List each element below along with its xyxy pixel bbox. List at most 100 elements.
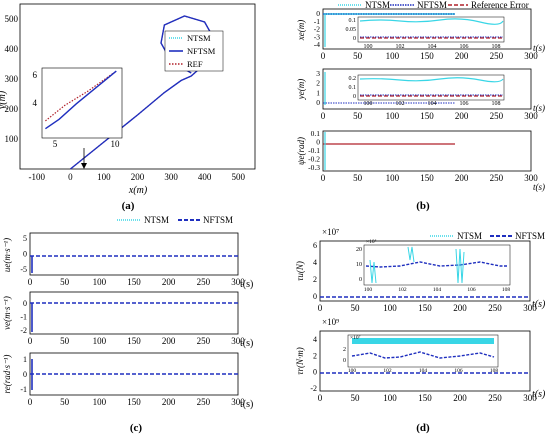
d-inset-xtick: 108 — [490, 368, 499, 374]
d-inset-xtick: 106 — [454, 368, 463, 374]
d2-inset-nftsm — [351, 351, 495, 359]
panel-c-sub2-axes — [29, 291, 239, 335]
panel-c-sub1-x-ticks: 0 50 100 150 200 250 300 — [28, 277, 246, 287]
panel-c-sub1-ylabel: ue(m·s⁻¹) — [2, 238, 12, 272]
panel-c-xtick: 300 — [231, 336, 245, 346]
legend-nftsm-d: NFTSM — [515, 231, 545, 241]
panel-b-sub3-ylabel: ψe(rad) — [296, 137, 306, 165]
panel-b-xtick: 0 — [321, 111, 326, 121]
panel-c-sub3-y-ticks: 1 0 -1 — [20, 355, 27, 394]
panel-c-xtick: 100 — [93, 397, 107, 407]
panel-b-xtick: 200 — [455, 173, 469, 183]
panel-c-ytick: 1 — [23, 355, 27, 364]
legend-ntsm-d: NTSM — [457, 231, 482, 241]
panel-d-ytick: 4 — [313, 335, 317, 344]
panel-c-xtick: 300 — [231, 397, 245, 407]
panel-b-legend: NTSM NFTSM Reference Error — [338, 0, 529, 10]
panel-c-xlabel-3: t(s) — [240, 399, 253, 410]
d2-inset-exponent: ×10⁷ — [350, 335, 361, 341]
panel-c-sub1-axes — [29, 232, 239, 276]
b2-inset-ytick: 0.2 — [349, 76, 357, 82]
panel-c-xtick: 200 — [162, 277, 176, 287]
b-inset-xtick: 104 — [428, 44, 437, 50]
panel-a-ytick: 300 — [5, 74, 19, 84]
panel-c-xtick: 300 — [231, 277, 245, 287]
panel-b-xtick: 50 — [353, 51, 363, 61]
panel-a-ytick: 200 — [5, 104, 19, 114]
b-inset-xtick: 100 — [364, 101, 373, 107]
panel-b-xtick: 150 — [420, 173, 434, 183]
d-inset-xtick: 100 — [348, 368, 357, 374]
d-inset-xtick: 108 — [502, 287, 511, 293]
panel-b-ytick: 0 — [316, 98, 320, 107]
panel-a-inset: 6 4 5 10 — [33, 67, 123, 149]
panel-c-xlabel-2: t(s) — [240, 338, 253, 349]
b1-inset-ntsm — [359, 18, 504, 25]
panel-b: NTSM NFTSM Reference Error 0-1-2-3-4 0 50… — [296, 0, 545, 212]
d2-inset-ntsm-band — [352, 338, 494, 344]
panel-d-sub2-ylabel: τr(N·m) — [295, 347, 305, 374]
panel-d-xlabel-2: t(s) — [532, 389, 546, 400]
panel-b-ytick: 3 — [316, 69, 320, 78]
panel-c-xtick: 200 — [162, 336, 176, 346]
panel-c-xtick: 250 — [197, 277, 211, 287]
inset-a-xtick: 10 — [111, 139, 121, 149]
legend-ref-a: REF — [187, 59, 203, 69]
panel-d-sub1-ylabel: τu(N) — [295, 261, 305, 281]
d1-inset-exponent: ×10⁵ — [366, 239, 377, 245]
legend-ntsm-b: NTSM — [365, 0, 390, 10]
panel-b-xtick: 200 — [455, 51, 469, 61]
panel-c-ytick: 0 — [23, 250, 27, 259]
panel-a-ytick: 100 — [5, 134, 19, 144]
panel-a-xlabel: x(m) — [128, 185, 148, 196]
b-inset-xtick: 104 — [428, 101, 437, 107]
b-inset-xtick: 100 — [364, 44, 373, 50]
panel-b-ytick: 1 — [316, 88, 320, 97]
b-inset-xtick: 106 — [460, 44, 469, 50]
b-inset-xtick: 106 — [460, 101, 469, 107]
panel-c-xtick: 50 — [60, 397, 70, 407]
d-inset-xtick: 102 — [383, 368, 392, 374]
panel-b-ytick: -3 — [314, 32, 320, 41]
panel-b-ytick: -0.2 — [308, 155, 320, 164]
panel-c-ytick: 0 — [23, 370, 27, 379]
panel-d-xtick: 100 — [383, 393, 397, 403]
panel-b-ytick: -0.3 — [308, 163, 320, 172]
panel-d-sub1-y-ticks: 6 4 2 0 — [313, 241, 317, 301]
b1-inset-ytick: 0.05 — [346, 27, 357, 33]
panel-d-sub1-x-ticks: 0 50 100 150 200 250 300 — [318, 303, 538, 313]
d-inset-xtick: 104 — [419, 368, 428, 374]
panel-d-ytick: 0 — [313, 368, 317, 377]
inset-a-ytick: 4 — [33, 98, 38, 108]
panel-a-x-ticks: -100 0 100 200 300 400 500 — [29, 172, 246, 182]
panel-b-ytick: -4 — [314, 40, 320, 49]
panel-d-sub2-exponent: ×10⁹ — [322, 317, 339, 327]
panel-d-ytick: 4 — [313, 258, 317, 267]
panel-a-axes — [19, 3, 256, 170]
panel-b-xtick: 300 — [524, 111, 538, 121]
d1-inset-ytick: 20 — [356, 247, 362, 253]
panel-d-xtick: 100 — [383, 303, 397, 313]
panel-b-sub3-axes — [322, 130, 532, 172]
panel-b-caption: (b) — [416, 200, 430, 212]
panel-a-xtick: 400 — [198, 172, 212, 182]
panel-d-sub1-exponent: ×10⁷ — [322, 227, 339, 237]
panel-d-sub1-axes — [319, 240, 531, 302]
d2-inset-ytick: 2 — [343, 347, 346, 353]
panel-d-ytick: 2 — [313, 275, 317, 284]
panel-c: NTSM NFTSM 50-5 0 50 100 150 200 250 300 ue(m·… — [2, 215, 253, 434]
panel-a-ylabel: y(m) — [0, 90, 8, 110]
b2-inset-ytick: 0.1 — [349, 85, 357, 91]
panel-b-ytick: 0.1 — [311, 129, 321, 138]
panel-b-sub1-ylabel: xe(m) — [296, 20, 306, 41]
panel-c-xtick: 0 — [28, 397, 33, 407]
panel-d-xtick: 150 — [418, 393, 432, 403]
legend-nftsm-b: NFTSM — [417, 0, 447, 10]
panel-a-ytick: 500 — [5, 14, 19, 24]
panel-d-xtick: 50 — [351, 303, 361, 313]
panel-d-caption: (d) — [416, 422, 430, 434]
panel-a-xtick: 100 — [97, 172, 111, 182]
panel-d-legend: NTSM NFTSM — [430, 231, 545, 241]
panel-d-xtick: 50 — [351, 393, 361, 403]
